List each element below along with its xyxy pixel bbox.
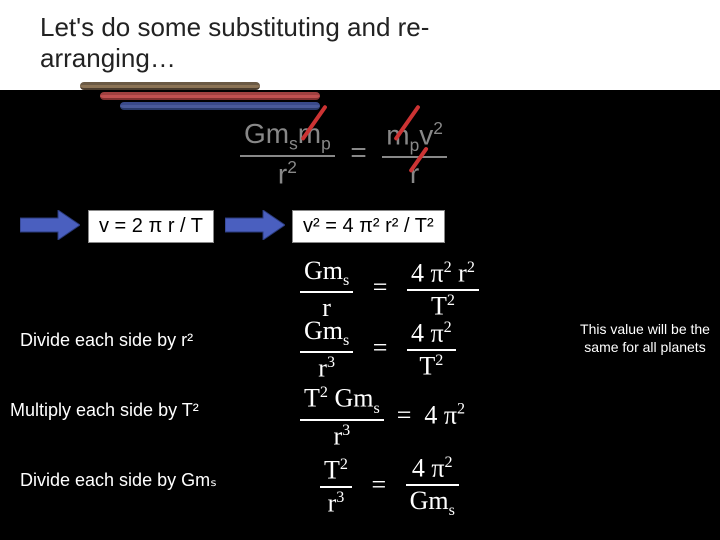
title-underline-2 xyxy=(100,92,320,100)
arrow-icon-2 xyxy=(225,210,285,240)
step-multiply-t2: Multiply each side by T² xyxy=(10,400,199,421)
equation-row-2: Gmsr3 = 4 π2T2 xyxy=(300,318,456,382)
title-underline-3 xyxy=(120,102,320,110)
step-divide-gms: Divide each side by Gmₛ xyxy=(20,470,217,491)
top-equation: Gmsmp r2 = mpv2 r xyxy=(240,120,447,188)
side-note: This value will be the same for all plan… xyxy=(580,320,710,356)
slide-title: Let's do some substituting and re-arrang… xyxy=(40,12,460,74)
step-divide-r2: Divide each side by r² xyxy=(20,330,193,351)
equation-row-4: T2r3 = 4 π2Gms xyxy=(320,455,459,519)
title-underline-1 xyxy=(80,82,260,90)
arrow-icon-1 xyxy=(20,210,80,240)
equation-row-1: Gmsr = 4 π2 r2T2 xyxy=(300,258,479,321)
equation-row-3: T2 Gmsr3 = 4 π2 xyxy=(300,385,465,450)
v-equation-box: v = 2 π r / T xyxy=(88,210,214,243)
v-squared-box: v² = 4 π² r² / T² xyxy=(292,210,445,243)
